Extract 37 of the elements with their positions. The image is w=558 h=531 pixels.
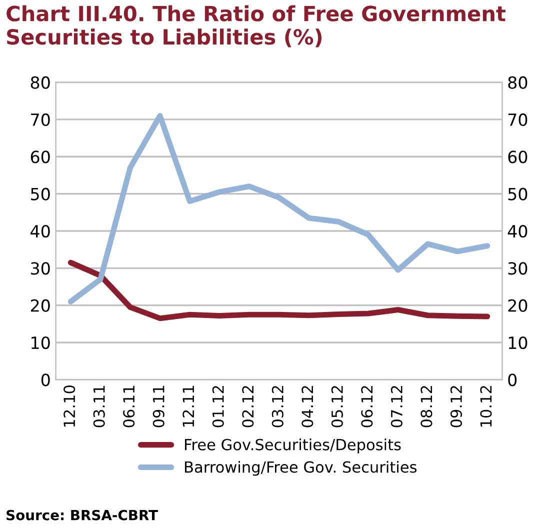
- x-tick-label: 04.12: [302, 386, 314, 428]
- x-tick-label: 09.12: [450, 386, 462, 428]
- y2-tick-label: 40: [508, 224, 528, 238]
- x-tick-label: 06.12: [361, 386, 373, 428]
- x-tick-label: 07.12: [390, 386, 402, 428]
- chart-title: Chart III.40. The Ratio of Free Government Securities to Liabilities (%): [6, 5, 506, 48]
- y2-tick-label: 50: [508, 188, 528, 200]
- y-tick-label: 50: [31, 188, 50, 200]
- y-tick-label: 80: [30, 76, 50, 89]
- y2-tick-label: 20: [508, 299, 528, 312]
- x-tick-label: 06.11: [123, 386, 135, 428]
- x-tick-label: 08.12: [420, 386, 432, 428]
- x-tick-label: 01.12: [212, 386, 224, 428]
- y-tick-label: 30: [31, 262, 50, 275]
- y-tick-label: 70: [31, 113, 50, 126]
- y2-tick-label: 80: [508, 76, 528, 89]
- x-tick-label: 12.11: [182, 386, 194, 427]
- source-note: Source: BRSA-CBRT: [6, 510, 158, 520]
- legend-label: Free Gov.Securities/Deposits: [185, 438, 401, 454]
- x-tick-label: 10.12: [480, 386, 492, 427]
- y-tick-label: 40: [30, 224, 50, 238]
- x-tick-label: 05.12: [331, 386, 343, 428]
- x-tick-label: 09.11: [152, 386, 164, 428]
- y2-tick-label: 30: [508, 262, 528, 275]
- y2-tick-label: 0: [508, 374, 517, 386]
- y-tick-label: 60: [30, 150, 50, 164]
- legend-label: Barrowing/Free Gov. Securities: [185, 460, 417, 476]
- y2-tick-label: 60: [508, 150, 528, 164]
- y-tick-label: 10: [32, 336, 50, 350]
- y2-tick-label: 70: [508, 113, 528, 126]
- y2-tick-label: 10: [508, 336, 528, 350]
- x-tick-label: 03.12: [272, 386, 284, 428]
- x-tick-label: 02.12: [242, 386, 254, 428]
- y-tick-label: 20: [30, 299, 50, 312]
- x-tick-label: 03.11: [93, 386, 105, 428]
- y-tick-label: 0: [41, 374, 50, 386]
- x-tick-label: 12.10: [64, 386, 76, 427]
